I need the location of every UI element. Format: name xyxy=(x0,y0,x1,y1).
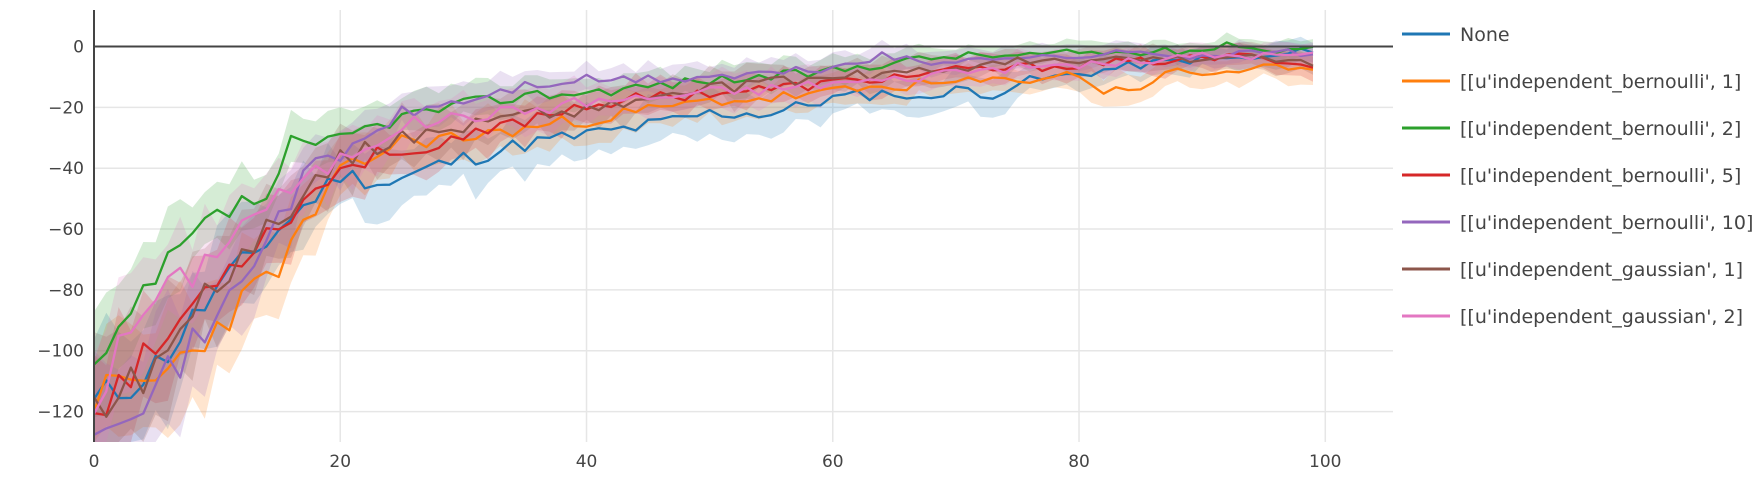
x-tick-label: 100 xyxy=(1309,452,1341,472)
legend-item[interactable]: [[u'independent_bernoulli', 10] xyxy=(1402,212,1752,234)
legend-label: [[u'independent_bernoulli', 5] xyxy=(1460,165,1741,187)
legend-item[interactable]: None xyxy=(1402,24,1510,46)
legend-label: [[u'independent_gaussian', 2] xyxy=(1460,306,1743,328)
y-tick-label: −100 xyxy=(37,342,84,362)
series-band-6 xyxy=(94,42,1313,442)
legend-item[interactable]: [[u'independent_bernoulli', 2] xyxy=(1402,118,1741,140)
x-tick-label: 80 xyxy=(1068,452,1090,472)
legend-item[interactable]: [[u'independent_gaussian', 1] xyxy=(1402,259,1743,281)
y-tick-label: −60 xyxy=(48,220,84,240)
series-band-2 xyxy=(94,32,1313,418)
series-line-3 xyxy=(93,52,1314,417)
series-line-4 xyxy=(93,48,1314,436)
legend[interactable]: None [[u'independent_bernoulli', 1] [[u'in… xyxy=(1402,24,1752,328)
series-band-3 xyxy=(94,42,1313,442)
series-lines xyxy=(92,41,1314,436)
legend-label: None xyxy=(1460,24,1510,46)
y-tick-label: −120 xyxy=(37,403,84,423)
series-line-1 xyxy=(92,63,1314,413)
legend-label: [[u'independent_bernoulli', 2] xyxy=(1460,118,1741,140)
series-band-1 xyxy=(94,50,1313,442)
grid-lines xyxy=(94,10,1393,442)
x-tick-label: 0 xyxy=(89,452,100,472)
y-tick-label: −40 xyxy=(48,159,84,179)
x-tick-label: 20 xyxy=(329,452,351,472)
legend-item[interactable]: [[u'independent_gaussian', 2] xyxy=(1402,306,1743,328)
error-bands xyxy=(94,32,1313,443)
legend-label: [[u'independent_gaussian', 1] xyxy=(1460,259,1743,281)
axes xyxy=(93,10,1393,442)
legend-item[interactable]: [[u'independent_bernoulli', 5] xyxy=(1402,165,1741,187)
y-tick-label: 0 xyxy=(73,38,84,58)
series-band-5 xyxy=(94,41,1313,443)
legend-label: [[u'independent_bernoulli', 1] xyxy=(1460,71,1741,93)
series-line-5 xyxy=(93,53,1314,418)
x-tick-label: 40 xyxy=(576,452,598,472)
x-tick-label: 60 xyxy=(822,452,844,472)
tick-labels: 0 20 40 60 80 100 0 −20 −40 −60 −80 −100 −120 xyxy=(37,38,1341,472)
series-band-0 xyxy=(94,36,1313,443)
legend-label: [[u'independent_bernoulli', 10] xyxy=(1460,212,1752,234)
y-tick-label: −20 xyxy=(48,98,84,118)
legend-item[interactable]: [[u'independent_bernoulli', 1] xyxy=(1402,71,1741,93)
y-tick-label: −80 xyxy=(48,281,84,301)
series-line-6 xyxy=(92,51,1314,415)
